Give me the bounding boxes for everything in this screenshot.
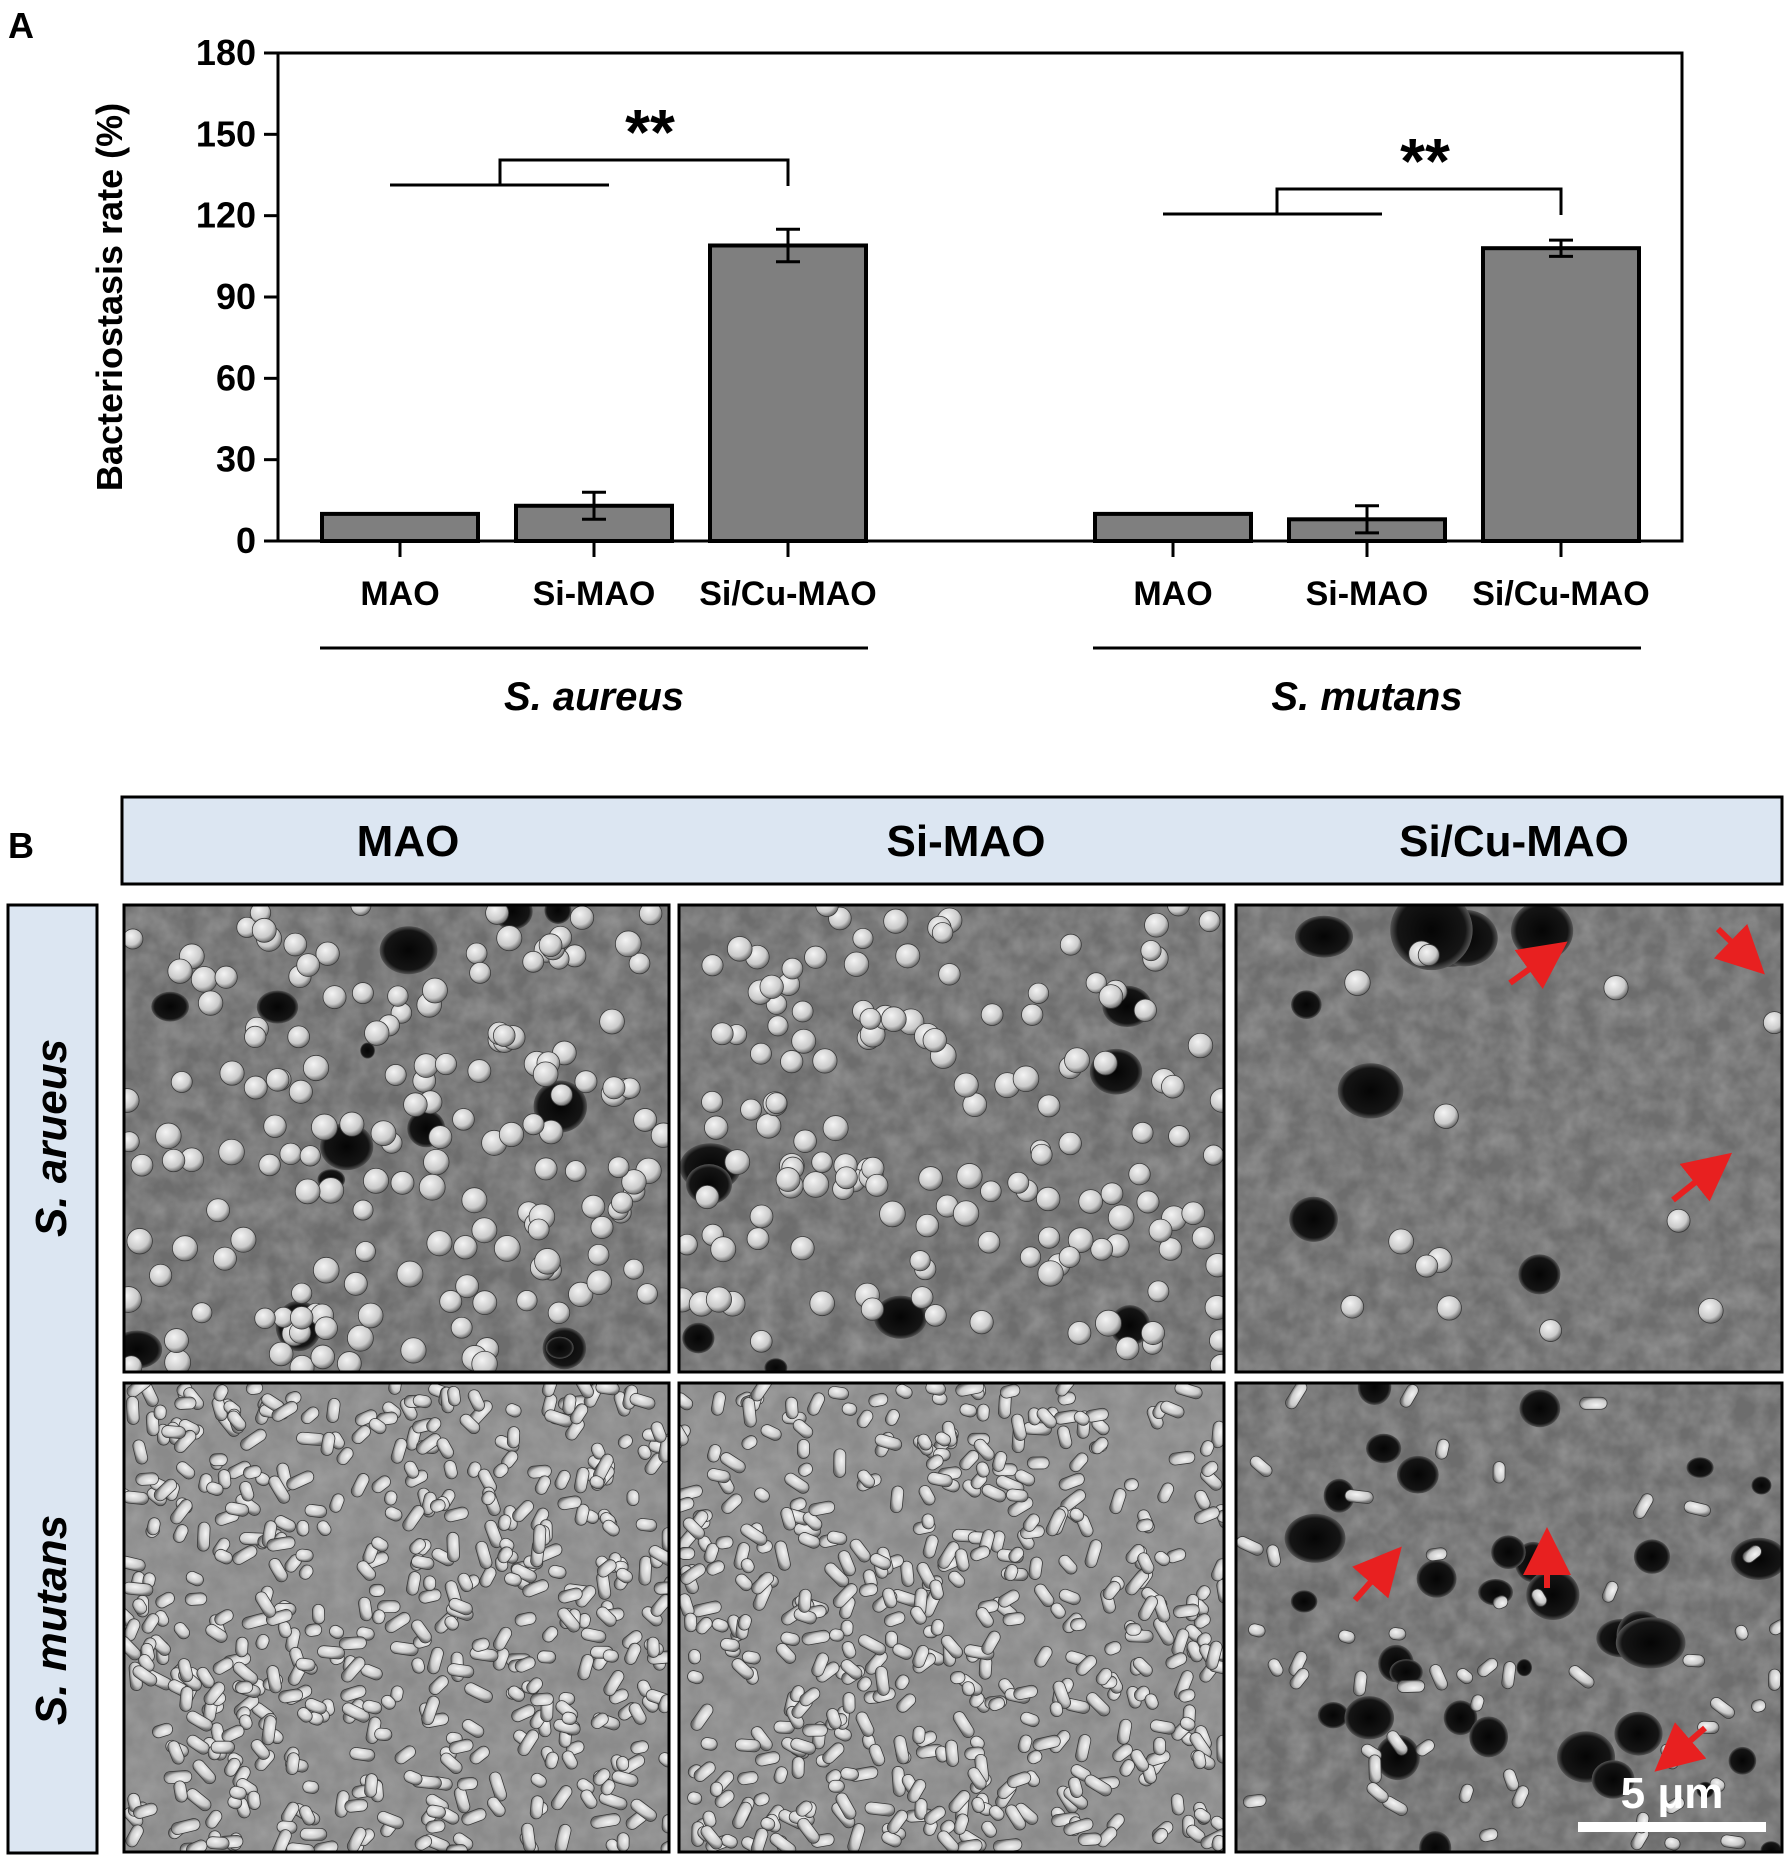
sem-aureus-si-cu-mao — [1234, 903, 1784, 1374]
y-tick-label: 150 — [196, 113, 256, 154]
sem-mutans-mao — [122, 1381, 671, 1854]
x-tick-label: Si-MAO — [1306, 575, 1429, 613]
y-axis-label: Bacteriostasis rate (%) — [89, 103, 130, 491]
error-bar — [582, 490, 606, 521]
significance-label: ** — [625, 96, 675, 168]
significance-bracket — [1163, 187, 1563, 216]
column-header-background — [120, 795, 1784, 886]
y-tick-label: 90 — [216, 276, 256, 317]
column-header-bar: MAO Si-MAO Si/Cu-MAO — [120, 795, 1784, 886]
error-bar — [1549, 238, 1573, 258]
bar — [1481, 246, 1641, 543]
significance-label: ** — [1400, 125, 1450, 197]
sem-micrograph-grid: 5 μm — [122, 903, 1784, 1854]
row-label-s-mutans: S. mutans — [27, 1515, 76, 1725]
y-tick-label: 60 — [216, 357, 256, 398]
scale-bar-label: 5 μm — [1621, 1769, 1724, 1818]
panel-label-b: B — [8, 825, 34, 866]
error-bar — [776, 227, 800, 264]
plot-frame — [276, 51, 1684, 543]
error-bar — [1355, 504, 1379, 535]
x-tick-label: Si-MAO — [533, 575, 656, 613]
y-tick-label: 30 — [216, 439, 256, 480]
sem-mutans-si-mao — [677, 1381, 1226, 1854]
row-label-bar: S. arueus S. mutans — [6, 903, 99, 1855]
column-header-si-cu-mao: Si/Cu-MAO — [1399, 817, 1629, 866]
bar — [708, 243, 868, 543]
y-tick-label: 120 — [196, 195, 256, 236]
bars-layer: ** ** — [278, 96, 1682, 557]
scale-bar: 5 μm — [1578, 1769, 1766, 1832]
y-tick-label: 0 — [236, 520, 256, 561]
group-label: S. aureus — [504, 675, 684, 719]
x-tick-label: Si/Cu-MAO — [699, 575, 877, 613]
x-axis-labels: MAO Si-MAO Si/Cu-MAO S. aureus MAO Si-MAO Si/C… — [320, 575, 1650, 719]
sem-aureus-mao — [122, 903, 671, 1374]
sem-aureus-si-mao — [677, 903, 1226, 1374]
y-axis: 0 30 60 90 120 150 180 — [196, 32, 278, 561]
column-header-si-mao: Si-MAO — [887, 817, 1046, 866]
group-label: S. mutans — [1271, 675, 1462, 719]
x-tick-label: MAO — [1133, 575, 1212, 613]
red-arrow-icon — [1352, 1546, 1402, 1602]
bar-chart: 0 30 60 90 120 150 180 Bacteriostasis rate (%)… — [89, 32, 1684, 719]
row-label-s-arueus: S. arueus — [27, 1039, 76, 1237]
x-tick-label: Si/Cu-MAO — [1472, 575, 1650, 613]
red-arrow-icon — [1713, 923, 1765, 975]
red-arrows — [1352, 923, 1765, 1772]
significance-bracket — [390, 158, 790, 187]
row-label-background — [6, 903, 99, 1855]
red-arrow-icon — [1508, 941, 1568, 990]
red-arrow-icon — [1654, 1722, 1707, 1772]
panel-label-a: A — [8, 5, 34, 46]
column-header-mao: MAO — [357, 817, 460, 866]
red-arrow-icon — [1671, 1152, 1733, 1203]
x-tick-label: MAO — [360, 575, 439, 613]
sem-mutans-si-cu-mao — [1234, 1381, 1784, 1854]
bar — [1093, 511, 1253, 544]
bar — [320, 511, 480, 544]
y-tick-label: 180 — [196, 32, 256, 73]
